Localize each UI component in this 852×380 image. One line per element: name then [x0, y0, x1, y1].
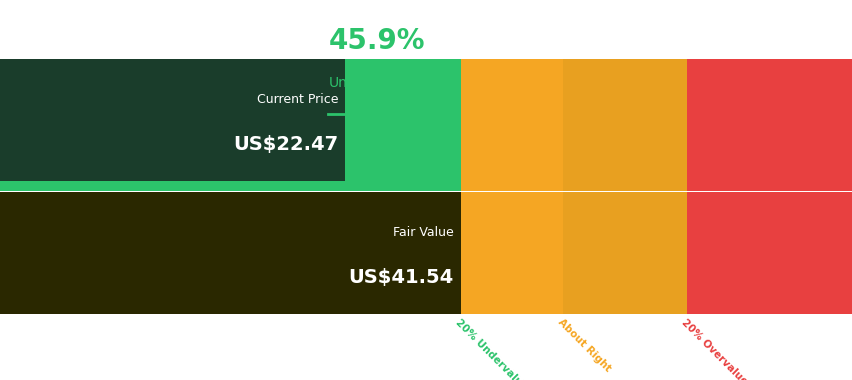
Bar	[686, 192, 852, 314]
Bar	[562, 59, 686, 180]
Bar	[0, 59, 460, 180]
Text: 20% Overvalued: 20% Overvalued	[679, 317, 753, 380]
Text: Current Price: Current Price	[256, 92, 338, 106]
Bar	[686, 59, 852, 180]
Text: US$22.47: US$22.47	[233, 135, 338, 154]
Bar	[562, 180, 686, 191]
Point	[323, 112, 333, 116]
Bar	[0, 59, 345, 180]
Bar	[0, 192, 460, 314]
Bar	[562, 192, 686, 314]
Bar	[0, 192, 460, 314]
Text: Fair Value: Fair Value	[393, 225, 453, 239]
Point	[451, 112, 461, 116]
Text: 45.9%: 45.9%	[328, 27, 424, 55]
Bar	[460, 59, 562, 180]
Bar	[0, 180, 460, 191]
Text: About Right: About Right	[556, 317, 612, 374]
Text: 20% Undervalued: 20% Undervalued	[453, 317, 533, 380]
Bar	[460, 180, 562, 191]
Text: Undervalued: Undervalued	[328, 76, 417, 90]
Text: US$41.54: US$41.54	[348, 268, 453, 287]
Bar	[686, 180, 852, 191]
Bar	[460, 192, 562, 314]
